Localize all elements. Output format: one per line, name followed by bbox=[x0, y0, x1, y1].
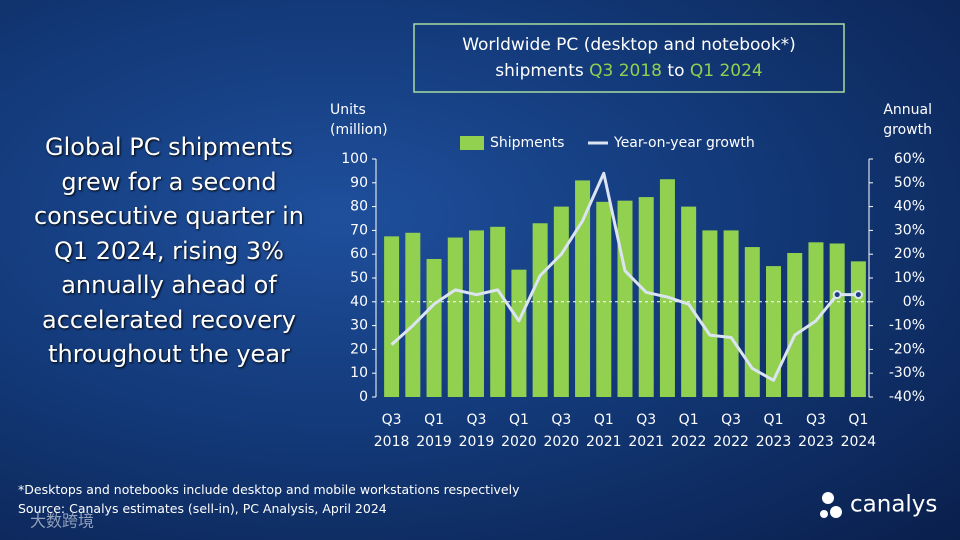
y2-tick-label: 30% bbox=[894, 222, 925, 238]
y2-tick-label: 50% bbox=[894, 175, 925, 191]
y2-tick-label: -40% bbox=[889, 389, 925, 405]
y-tick-label: 10 bbox=[350, 365, 368, 381]
x-tick-label: Q1 2023 bbox=[755, 412, 792, 450]
x-tick-label: Q3 2018 bbox=[373, 412, 410, 450]
x-tick-label: Q1 2019 bbox=[416, 412, 452, 450]
logo: canalys bbox=[850, 492, 937, 518]
y-tick-label: 100 bbox=[341, 151, 368, 167]
x-tick-label: Q3 2021 bbox=[628, 412, 665, 450]
x-tick-label: Q1 2024 bbox=[840, 412, 877, 450]
y-tick-label: 50 bbox=[350, 270, 368, 286]
legend-label: Shipments bbox=[490, 135, 564, 151]
x-tick-label: Q1 2020 bbox=[501, 412, 537, 450]
y-tick-label: 30 bbox=[350, 318, 368, 334]
y-tick-label: 80 bbox=[350, 199, 368, 215]
y-tick-label: 70 bbox=[350, 222, 368, 238]
bar bbox=[787, 253, 803, 397]
chart-title: shipments Q3 2018 to Q1 2024 bbox=[495, 61, 763, 81]
y2-tick-label: 0% bbox=[903, 294, 925, 310]
bar bbox=[744, 247, 760, 397]
y2-tick-label: -20% bbox=[889, 341, 925, 357]
y2-axis-label: Annual growth bbox=[883, 102, 932, 138]
y2-tick-label: 10% bbox=[894, 270, 925, 286]
bar bbox=[829, 243, 845, 397]
bar bbox=[723, 230, 739, 397]
growth-line bbox=[390, 171, 859, 382]
x-tick-label: Q3 2022 bbox=[713, 412, 749, 450]
y2-tick-label: -30% bbox=[889, 365, 925, 381]
y2-tick-label: 20% bbox=[894, 246, 925, 262]
bar bbox=[766, 266, 782, 397]
bar bbox=[405, 232, 421, 397]
y2-tick-label: -10% bbox=[889, 318, 925, 334]
x-tick-label: Q3 2023 bbox=[798, 412, 834, 450]
bar bbox=[532, 223, 548, 397]
bar bbox=[617, 200, 633, 397]
bar bbox=[426, 258, 442, 397]
source: Source: Canalys estimates (sell-in), PC … bbox=[18, 501, 387, 516]
bar bbox=[850, 261, 866, 397]
bar bbox=[468, 230, 484, 397]
chart-title: Worldwide PC (desktop and notebook*) bbox=[462, 35, 796, 55]
watermark: 大数跨境 bbox=[30, 512, 94, 531]
y-axis-label: Units (million) bbox=[330, 102, 388, 138]
bar bbox=[702, 230, 718, 397]
x-tick-label: Q1 2022 bbox=[670, 412, 707, 450]
bar bbox=[384, 236, 400, 397]
y2-tick-label: 60% bbox=[894, 151, 925, 167]
headline: Global PC shipments grew for a second co… bbox=[33, 133, 304, 368]
y-tick-label: 40 bbox=[350, 294, 368, 310]
legend-label: Year-on-year growth bbox=[613, 135, 755, 151]
growth-marker bbox=[853, 290, 863, 300]
y-tick-label: 0 bbox=[359, 389, 368, 405]
y2-tick-label: 40% bbox=[894, 199, 925, 215]
title-part: shipments bbox=[495, 61, 589, 81]
title-part: Q3 2018 bbox=[589, 61, 662, 81]
growth-marker bbox=[832, 290, 842, 300]
legend-swatch bbox=[460, 136, 484, 150]
bar bbox=[638, 197, 654, 397]
bar bbox=[447, 237, 463, 397]
title-part: Q1 2024 bbox=[690, 61, 763, 81]
bar bbox=[659, 179, 675, 397]
logo-icon bbox=[820, 492, 842, 518]
title-box bbox=[413, 23, 845, 93]
y-tick-label: 90 bbox=[350, 175, 368, 191]
bar bbox=[511, 269, 527, 397]
bar bbox=[575, 180, 591, 397]
x-tick-label: Q3 2019 bbox=[458, 412, 495, 450]
y-tick-label: 20 bbox=[350, 341, 368, 357]
bar bbox=[490, 226, 506, 397]
x-tick-label: Q3 2020 bbox=[543, 412, 580, 450]
bar bbox=[596, 201, 612, 397]
y-tick-label: 60 bbox=[350, 246, 368, 262]
title-part: to bbox=[662, 61, 690, 81]
x-tick-label: Q1 2021 bbox=[585, 412, 622, 450]
footnote: *Desktops and notebooks include desktop … bbox=[18, 482, 520, 497]
